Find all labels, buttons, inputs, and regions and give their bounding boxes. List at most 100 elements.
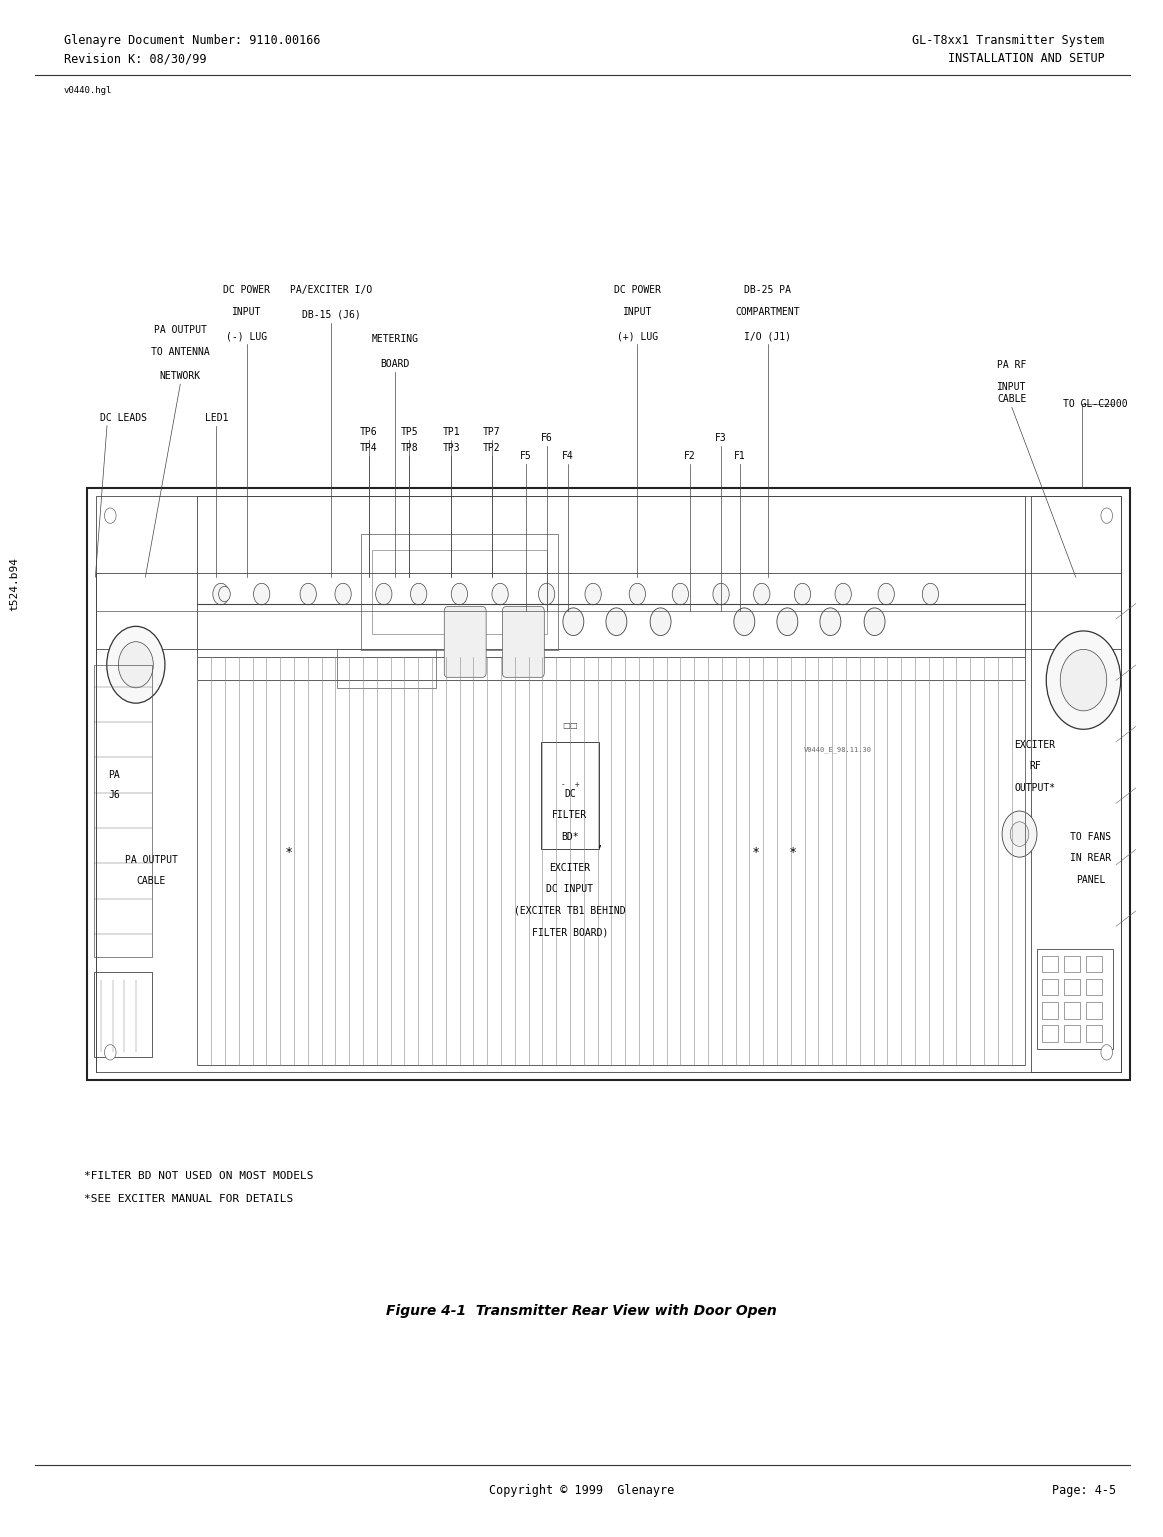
Text: DC POWER: DC POWER <box>614 284 661 295</box>
Circle shape <box>119 642 154 689</box>
Circle shape <box>105 1045 116 1061</box>
Text: DB-25 PA: DB-25 PA <box>744 284 791 295</box>
Bar <box>1037 950 1113 1050</box>
Bar <box>1086 979 1103 996</box>
Bar <box>361 535 558 650</box>
Text: TP7: TP7 <box>483 426 501 437</box>
Circle shape <box>650 609 671 636</box>
Circle shape <box>105 509 116 524</box>
Text: TP2: TP2 <box>483 443 501 453</box>
Text: EXCITER: EXCITER <box>549 862 591 873</box>
Text: PA/EXCITER I/O: PA/EXCITER I/O <box>291 284 372 295</box>
Bar <box>1064 956 1080 973</box>
Text: Figure 4-1  Transmitter Rear View with Door Open: Figure 4-1 Transmitter Rear View with Do… <box>386 1303 777 1319</box>
Text: Glenayre Document Number: 9110.00166: Glenayre Document Number: 9110.00166 <box>64 34 321 46</box>
Text: I/O (J1): I/O (J1) <box>744 330 791 341</box>
Circle shape <box>878 584 894 606</box>
Text: INPUT: INPUT <box>622 306 652 317</box>
Text: BOARD: BOARD <box>380 358 411 369</box>
Text: TP3: TP3 <box>442 443 461 453</box>
Circle shape <box>864 609 885 636</box>
Text: TO ANTENNA: TO ANTENNA <box>151 346 209 357</box>
Circle shape <box>713 584 729 606</box>
Circle shape <box>107 627 165 704</box>
Text: F5: F5 <box>520 450 531 461</box>
Bar <box>1086 1002 1103 1019</box>
Text: CABLE: CABLE <box>997 393 1027 404</box>
Circle shape <box>606 609 627 636</box>
Bar <box>1042 1025 1058 1042</box>
Text: F6: F6 <box>541 432 552 443</box>
Text: V0440_E_98.11.30: V0440_E_98.11.30 <box>804 747 871 753</box>
Bar <box>541 742 599 850</box>
Circle shape <box>300 584 316 606</box>
Text: INSTALLATION AND SETUP: INSTALLATION AND SETUP <box>948 52 1105 65</box>
Text: NETWORK: NETWORK <box>159 370 201 381</box>
Text: v0440.hgl: v0440.hgl <box>64 86 113 95</box>
Text: INPUT: INPUT <box>997 381 1027 392</box>
Text: TO FANS: TO FANS <box>1070 832 1112 842</box>
Text: □□: □□ <box>562 721 578 730</box>
Circle shape <box>1101 1045 1113 1061</box>
Text: INPUT: INPUT <box>231 306 262 317</box>
Text: GL-T8xx1 Transmitter System: GL-T8xx1 Transmitter System <box>913 34 1105 46</box>
Bar <box>87 489 1130 1081</box>
Text: Page: 4-5: Page: 4-5 <box>1053 1485 1116 1497</box>
Text: F3: F3 <box>715 432 727 443</box>
Circle shape <box>213 584 229 606</box>
Circle shape <box>1047 632 1121 730</box>
Circle shape <box>519 609 540 636</box>
Circle shape <box>1003 812 1037 858</box>
Text: PA: PA <box>108 770 120 781</box>
Circle shape <box>376 584 392 606</box>
Bar <box>1042 1002 1058 1019</box>
Circle shape <box>754 584 770 606</box>
FancyBboxPatch shape <box>444 607 486 678</box>
Text: F4: F4 <box>562 450 573 461</box>
Text: TP1: TP1 <box>442 426 461 437</box>
Text: F2: F2 <box>684 450 695 461</box>
Text: *: * <box>790 845 797 859</box>
Circle shape <box>1101 509 1113 524</box>
Circle shape <box>629 584 645 606</box>
Bar <box>198 496 1026 681</box>
Bar <box>198 658 1026 1065</box>
Text: PA OUTPUT: PA OUTPUT <box>124 855 178 865</box>
Text: DB-15 (J6): DB-15 (J6) <box>302 309 361 320</box>
Text: t524.b94: t524.b94 <box>9 556 19 612</box>
Circle shape <box>563 609 584 636</box>
Circle shape <box>777 609 798 636</box>
Text: (-) LUG: (-) LUG <box>226 330 267 341</box>
Text: *FILTER BD NOT USED ON MOST MODELS: *FILTER BD NOT USED ON MOST MODELS <box>84 1171 313 1182</box>
Text: DC POWER: DC POWER <box>223 284 270 295</box>
Text: *SEE EXCITER MANUAL FOR DETAILS: *SEE EXCITER MANUAL FOR DETAILS <box>84 1194 293 1205</box>
Text: J6: J6 <box>108 790 120 801</box>
Circle shape <box>538 584 555 606</box>
Text: DC INPUT: DC INPUT <box>547 884 593 895</box>
Bar <box>94 973 152 1057</box>
Text: RF: RF <box>1029 761 1041 772</box>
Text: OUTPUT*: OUTPUT* <box>1014 782 1056 793</box>
Bar <box>97 573 1121 650</box>
Text: TP6: TP6 <box>359 426 378 437</box>
Circle shape <box>1011 822 1029 847</box>
Text: COMPARTMENT: COMPARTMENT <box>735 306 800 317</box>
Text: IN REAR: IN REAR <box>1070 853 1112 864</box>
Bar <box>1032 496 1121 1073</box>
Text: PANEL: PANEL <box>1076 875 1106 885</box>
Text: *: * <box>752 845 759 859</box>
Bar <box>337 650 436 689</box>
Text: *: * <box>285 845 292 859</box>
Text: EXCITER: EXCITER <box>1014 739 1056 750</box>
Circle shape <box>451 584 468 606</box>
Bar <box>1064 1002 1080 1019</box>
Circle shape <box>411 584 427 606</box>
Bar <box>97 496 1121 1073</box>
Circle shape <box>820 609 841 636</box>
Text: LED1: LED1 <box>205 412 228 423</box>
Text: DC LEADS: DC LEADS <box>100 412 147 423</box>
Text: TO GL-C2000: TO GL-C2000 <box>1063 400 1128 409</box>
Text: (+) LUG: (+) LUG <box>616 330 658 341</box>
Bar <box>1064 979 1080 996</box>
Text: -  +: - + <box>561 781 579 790</box>
